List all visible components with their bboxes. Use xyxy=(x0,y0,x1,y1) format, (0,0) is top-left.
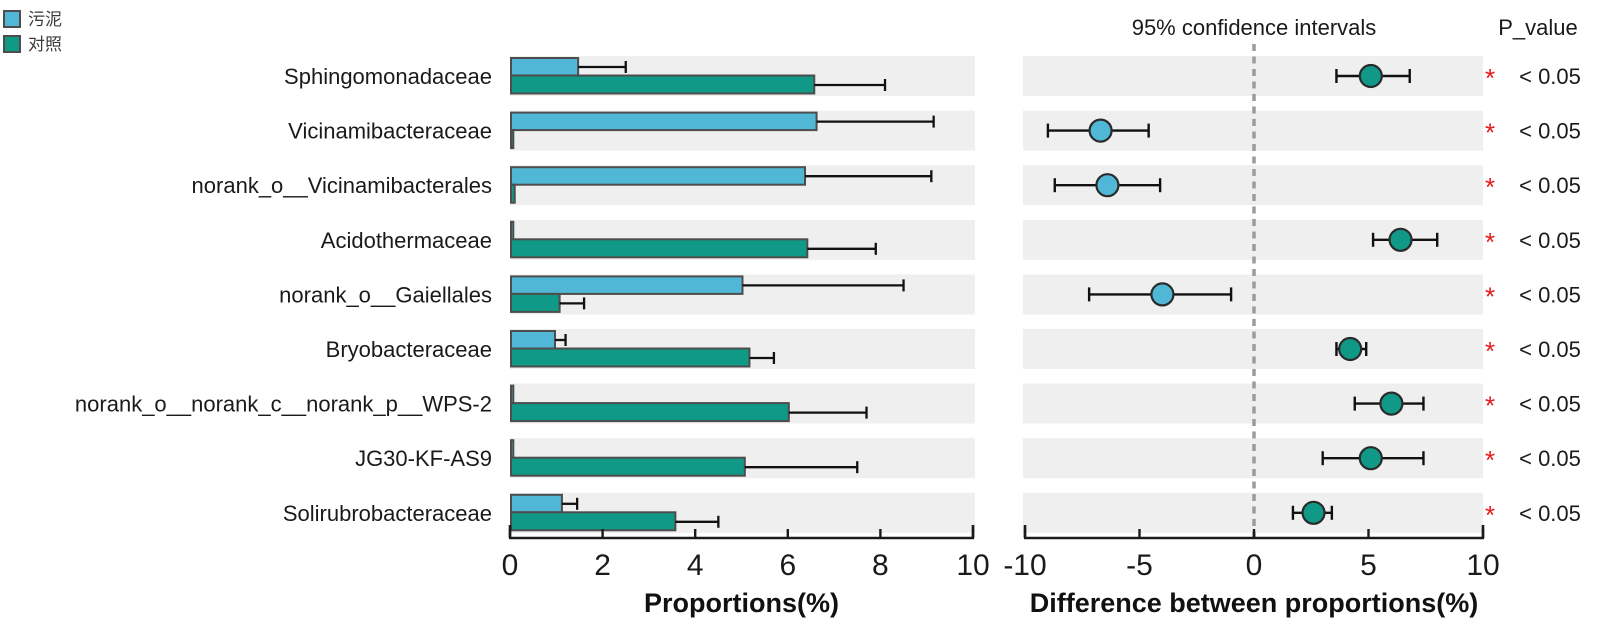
bar-control xyxy=(510,402,790,423)
row-label: norank_o__Vicinamibacterales xyxy=(192,173,492,198)
row-label: Acidothermaceae xyxy=(321,228,492,253)
bar-sludge xyxy=(510,493,563,514)
p-value-column-title: P_value xyxy=(1498,15,1578,40)
p-value: < 0.05 xyxy=(1519,446,1581,471)
p-value: < 0.05 xyxy=(1519,337,1581,362)
bar-control xyxy=(510,238,809,259)
p-value: < 0.05 xyxy=(1519,282,1581,307)
ci-dot xyxy=(1095,173,1120,198)
bar-control xyxy=(510,292,561,313)
significance-star: * xyxy=(1485,63,1495,93)
bar-sludge xyxy=(510,111,818,132)
significance-star: * xyxy=(1485,172,1495,202)
legend-item-sludge: 污泥 xyxy=(3,10,62,28)
row-label: Vicinamibacteraceae xyxy=(288,119,492,144)
ci-dot xyxy=(1301,500,1326,525)
tick-label: 0 xyxy=(1246,549,1263,582)
bar-sludge xyxy=(510,275,744,295)
row-label: JG30-KF-AS9 xyxy=(355,446,492,471)
bar-control xyxy=(510,129,515,150)
left-axis-title: Proportions(%) xyxy=(644,588,839,618)
bar-sludge xyxy=(510,330,556,350)
significance-star: * xyxy=(1485,500,1495,530)
ci-dot xyxy=(1088,118,1113,143)
tick-label: 5 xyxy=(1360,549,1377,582)
bar-control xyxy=(510,511,677,532)
right-axis-title: Difference between proportions(%) xyxy=(1029,588,1479,618)
tick-label: 10 xyxy=(956,549,989,582)
bar-control xyxy=(510,183,516,204)
legend-label-sludge: 污泥 xyxy=(28,9,62,29)
bar-sludge xyxy=(510,57,580,77)
tick-label: 10 xyxy=(1466,549,1499,582)
p-value: < 0.05 xyxy=(1519,173,1581,198)
tick-label: -5 xyxy=(1126,549,1153,582)
sludge-color-swatch xyxy=(3,10,21,28)
bar-control xyxy=(510,347,751,368)
bar-sludge xyxy=(510,166,807,186)
p-value: < 0.05 xyxy=(1519,501,1581,526)
legend-label-control: 对照 xyxy=(28,34,62,54)
significance-star: * xyxy=(1485,391,1495,421)
row-label: Sphingomonadaceae xyxy=(284,64,492,89)
bar-sludge xyxy=(510,384,515,405)
ci-dot xyxy=(1388,227,1413,252)
significance-star: * xyxy=(1485,281,1495,311)
tick-label: 6 xyxy=(779,549,796,582)
tick-label: 8 xyxy=(872,549,889,582)
legend-item-control: 对照 xyxy=(3,35,62,53)
p-value: < 0.05 xyxy=(1519,228,1581,253)
significance-star: * xyxy=(1485,227,1495,257)
tick-label: -10 xyxy=(1003,549,1046,582)
bar-control xyxy=(510,456,746,477)
significance-star: * xyxy=(1485,336,1495,366)
p-value: < 0.05 xyxy=(1519,392,1581,417)
ci-dot xyxy=(1150,282,1175,307)
row-label: Bryobacteraceae xyxy=(326,337,492,362)
p-value: < 0.05 xyxy=(1519,119,1581,144)
ci-dot xyxy=(1358,63,1383,89)
tick-label: 4 xyxy=(687,549,704,582)
row-label: norank_o__norank_c__norank_p__WPS-2 xyxy=(75,392,492,417)
tick-label: 0 xyxy=(502,549,519,582)
p-value: < 0.05 xyxy=(1519,64,1581,89)
ci-dot xyxy=(1338,336,1363,362)
row-label: Solirubrobacteraceae xyxy=(283,501,492,526)
control-color-swatch xyxy=(3,35,21,53)
significance-star: * xyxy=(1485,445,1495,475)
significance-star: * xyxy=(1485,118,1495,148)
bar-sludge xyxy=(510,220,515,241)
row-label: norank_o__Gaiellales xyxy=(279,282,492,307)
ci-panel-title: 95% confidence intervals xyxy=(1131,15,1377,40)
legend: 污泥 对照 xyxy=(3,10,62,60)
bar-sludge xyxy=(510,439,515,459)
ci-dot xyxy=(1358,446,1383,471)
ci-dot xyxy=(1379,391,1404,416)
bar-control xyxy=(510,74,816,95)
tick-label: 2 xyxy=(594,549,611,582)
